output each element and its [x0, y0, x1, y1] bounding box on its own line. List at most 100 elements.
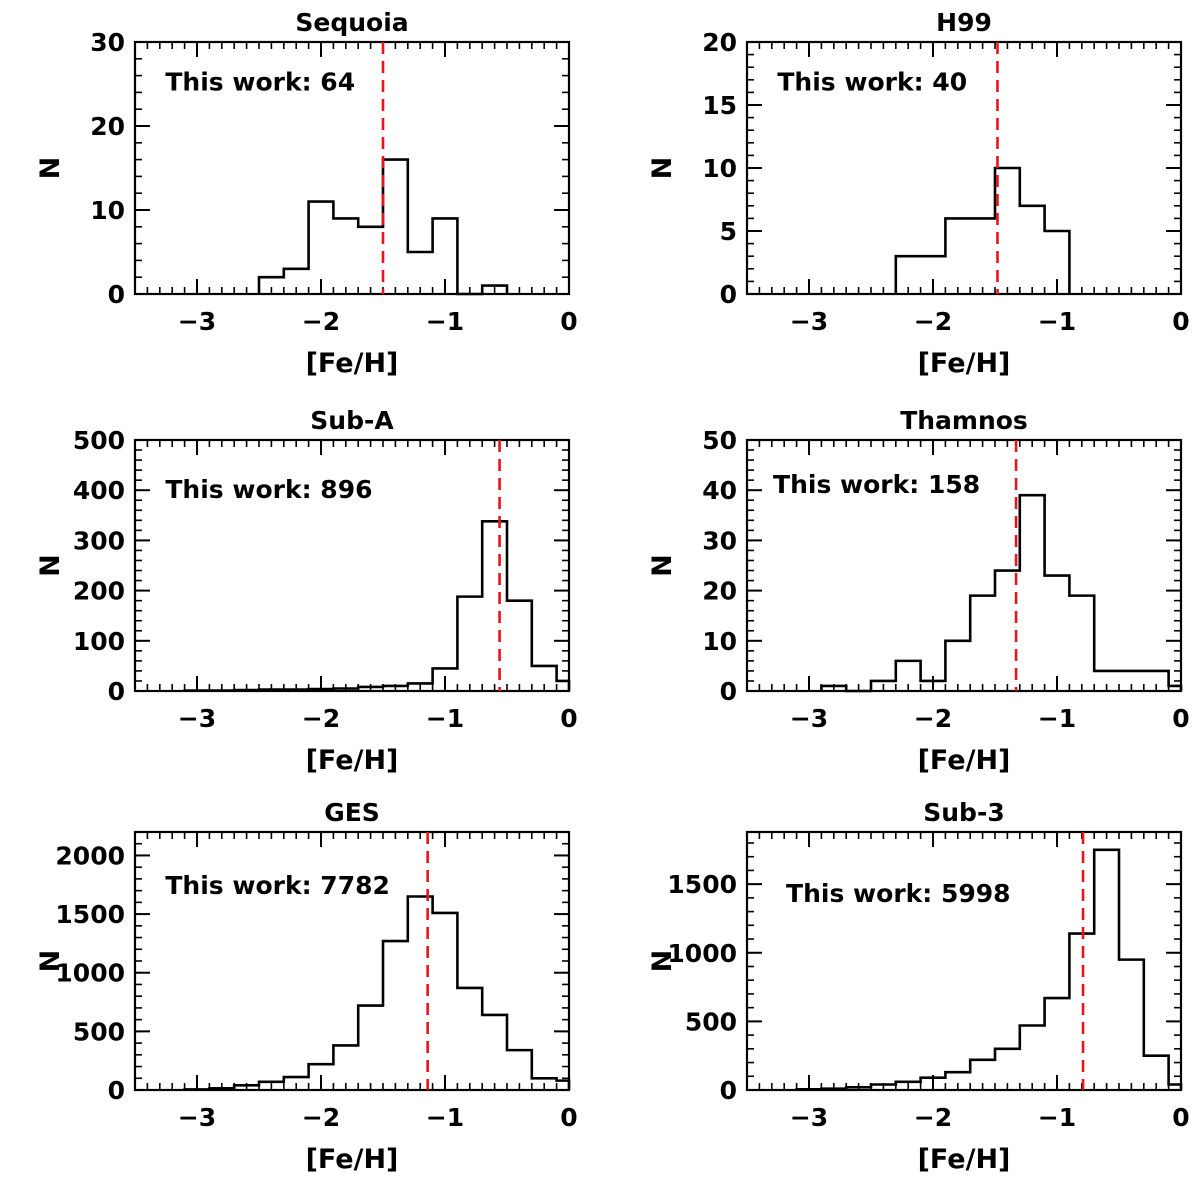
plot-frame [745, 830, 1183, 1092]
histogram-bin [1020, 1026, 1045, 1091]
sample-count-annotation: This work: 40 [777, 67, 967, 96]
y-tick-label: 50 [702, 426, 737, 455]
y-tick-label: 2000 [55, 841, 125, 870]
histogram-panel-1: −3 −2 −1 0 0 10 20 30 This work: 64 Sequoia [Fe/H]… [35, 8, 578, 379]
y-tick-label: 0 [108, 280, 125, 309]
y-tick-label: 5 [720, 217, 737, 246]
y-tick-label: 20 [702, 28, 737, 57]
x-tick-label: 0 [1172, 307, 1189, 336]
histogram-bin [1094, 850, 1119, 1090]
x-tick-label: −2 [914, 1103, 952, 1132]
y-tick-label: 1000 [667, 939, 737, 968]
histogram-bin [383, 160, 408, 294]
histogram-bin [970, 596, 995, 691]
histogram-panel-2: −3 −2 −1 0 0 5 10 15 20 This work: 40 H99 [Fe/H] N [647, 8, 1190, 379]
sample-count-annotation: This work: 7782 [165, 871, 390, 900]
x-tick-label: −1 [1038, 307, 1076, 336]
x-axis-label: [Fe/H] [918, 1144, 1011, 1175]
histogram-outline [795, 848, 1183, 1091]
x-tick-label: −3 [178, 307, 216, 336]
y-tick-label: 10 [90, 196, 125, 225]
panel-title: Thamnos [900, 406, 1028, 435]
y-tick-label: 0 [720, 677, 737, 706]
sample-count-annotation: This work: 64 [165, 67, 355, 96]
x-tick-label: −3 [790, 704, 828, 733]
histogram-bins [821, 495, 1181, 691]
plot-frame [133, 40, 571, 296]
x-minor-ticks [746, 832, 1182, 1090]
plot-frame [133, 438, 571, 693]
x-tick-label: −2 [302, 307, 340, 336]
x-tick-label: −3 [790, 307, 828, 336]
histogram-bin [358, 227, 383, 294]
y-tick-label: 1000 [55, 959, 125, 988]
histogram-panel-3: −3 −2 −1 0 0 100 200 300 400 500 This work: 896 Sub… [35, 406, 578, 776]
histogram-outline [894, 166, 1071, 294]
histogram-outline [820, 493, 1183, 693]
x-tick-label: 0 [1172, 1103, 1189, 1132]
panel-title: Sequoia [295, 8, 408, 37]
histogram-bin [333, 218, 358, 294]
y-tick-label: 100 [73, 627, 125, 656]
y-tick-label: 0 [108, 1076, 125, 1105]
x-tick-label: −3 [178, 1103, 216, 1132]
histogram-outline [183, 895, 571, 1091]
sample-count-annotation: This work: 5998 [786, 879, 1011, 908]
y-axis-label: N [35, 950, 66, 973]
histogram-bin [482, 521, 507, 691]
y-tick-label: 500 [685, 1007, 737, 1036]
plot-frame [745, 438, 1183, 693]
y-axis-label: N [647, 157, 678, 180]
x-tick-label: −1 [426, 1103, 464, 1132]
y-tick-label: 10 [702, 627, 737, 656]
histogram-bin [1020, 206, 1045, 294]
histogram-bin [557, 681, 569, 691]
histogram-bin [1045, 576, 1070, 691]
histogram-bin [482, 1015, 507, 1090]
x-tick-label: −1 [426, 307, 464, 336]
histogram-bin [433, 913, 458, 1090]
x-tick-label: 0 [560, 704, 577, 733]
x-tick-label: −2 [302, 1103, 340, 1132]
y-tick-label: 30 [702, 526, 737, 555]
x-axis-label: [Fe/H] [918, 348, 1011, 379]
x-tick-label: −3 [790, 1103, 828, 1132]
sample-count-annotation: This work: 896 [165, 475, 372, 504]
histogram-bin [457, 597, 482, 691]
y-tick-label: 400 [73, 476, 125, 505]
panel-title: Sub-A [310, 406, 394, 435]
y-tick-label: 10 [702, 154, 737, 183]
x-axis-label: [Fe/H] [306, 745, 399, 776]
y-tick-label: 30 [90, 28, 125, 57]
y-tick-label: 0 [720, 280, 737, 309]
x-axis-label: [Fe/H] [306, 348, 399, 379]
panel-title: H99 [936, 8, 992, 37]
y-tick-label: 20 [702, 577, 737, 606]
y-tick-label: 40 [702, 476, 737, 505]
y-tick-label: 1500 [667, 870, 737, 899]
x-tick-label: −2 [914, 307, 952, 336]
y-tick-label: 20 [90, 112, 125, 141]
x-axis-label: [Fe/H] [306, 1144, 399, 1175]
x-tick-label: −3 [178, 704, 216, 733]
y-tick-label: 15 [702, 91, 737, 120]
histogram-bins [185, 897, 569, 1091]
histogram-bin [1119, 960, 1144, 1090]
y-tick-label: 200 [73, 577, 125, 606]
y-tick-label: 500 [73, 426, 125, 455]
histogram-outline [257, 158, 509, 296]
histogram-bin [557, 1081, 569, 1090]
histogram-bin [457, 988, 482, 1090]
sample-count-annotation: This work: 158 [773, 470, 980, 499]
histogram-bin [383, 941, 408, 1090]
histogram-bin [358, 1006, 383, 1090]
panel-title: GES [324, 798, 380, 827]
y-axis-label: N [35, 554, 66, 577]
x-tick-label: 0 [560, 1103, 577, 1132]
histogram-bins [185, 521, 569, 691]
y-axis-label: N [35, 157, 66, 180]
x-tick-label: 0 [560, 307, 577, 336]
histogram-bin [1069, 596, 1094, 691]
